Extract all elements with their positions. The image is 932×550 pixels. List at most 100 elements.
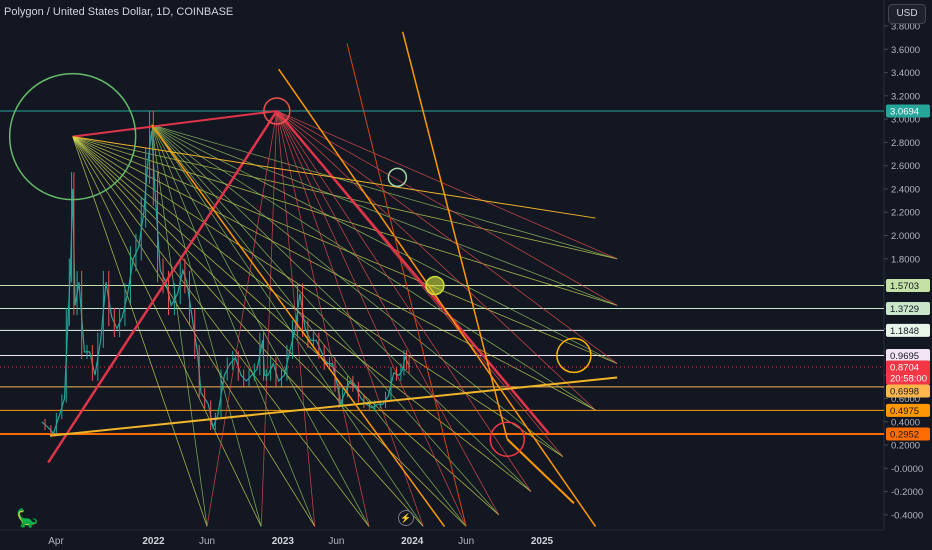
fan-line: [276, 110, 370, 527]
price-badge: [886, 323, 930, 337]
price-badge: [886, 279, 930, 293]
symbol-title[interactable]: Polygon / United States Dollar, 1D, COIN…: [4, 6, 234, 18]
x-tick-label: 2025: [531, 536, 554, 547]
y-tick-label: -0.0000: [891, 464, 923, 475]
y-tick-label: 2.6000: [891, 161, 920, 172]
currency-button[interactable]: USD: [888, 4, 926, 24]
fan-line: [206, 110, 278, 527]
price-badge: [886, 403, 930, 417]
price-badge-label: 3.0694: [890, 107, 919, 118]
x-tick-label: 2023: [272, 536, 295, 547]
price-badge-countdown: 20:58:00: [890, 374, 927, 385]
trend-line: [275, 110, 550, 435]
price-badge-label: 0.4975: [890, 406, 919, 417]
fan-line: [151, 124, 564, 457]
y-tick-label: 3.6000: [891, 45, 920, 56]
fan-line: [72, 136, 618, 260]
x-tick-label: Apr: [48, 536, 64, 547]
fan-line: [276, 110, 618, 364]
y-tick-label: 0.2000: [891, 441, 920, 452]
x-tick-label: Jun: [199, 536, 215, 547]
fan-line: [151, 124, 618, 306]
fan-line: [151, 124, 596, 411]
x-tick-label: 2022: [142, 536, 165, 547]
plot-area: [0, 0, 884, 530]
circle-annotation: [263, 97, 291, 125]
y-tick-label: 0.4000: [891, 417, 920, 428]
fan-line: [276, 110, 467, 527]
fan-line: [276, 110, 316, 527]
price-badge-label: 0.2952: [890, 429, 919, 440]
fan-line: [151, 124, 316, 527]
fan-line: [151, 124, 618, 260]
price-axis[interactable]: 3.8000 3.6000 3.4000 3.2000 3.0000 2.8000 2.60…: [884, 22, 923, 522]
trend-line: [72, 109, 277, 138]
price-badge-label: 1.5703: [890, 281, 919, 292]
time-axis[interactable]: Apr 2022 Jun 2023 Jun 2024 Jun 2025: [48, 536, 553, 547]
fan-line: [276, 110, 532, 492]
x-tick-label: Jun: [328, 536, 344, 547]
y-tick-label: 2.8000: [891, 138, 920, 149]
fan-line: [276, 110, 596, 411]
fan-line: [151, 124, 532, 492]
price-badge: [886, 427, 930, 441]
price-badge: [886, 104, 930, 118]
circle-annotations: [8, 72, 592, 457]
fan-line: [72, 136, 500, 516]
y-tick-label: 2.2000: [891, 208, 920, 219]
price-badge-label: 1.1848: [890, 326, 919, 337]
fan-line: [72, 136, 262, 527]
fan-line: [72, 136, 370, 527]
circle-annotation: [489, 421, 526, 457]
price-labels: 3.0694 1.5703 1.3729 1.1848 0.96950.870420:5…: [886, 104, 930, 441]
fan-line: [72, 136, 208, 527]
flash-icon[interactable]: ⚡: [398, 510, 414, 526]
trend-line: [47, 110, 278, 464]
trend-line: [151, 124, 446, 527]
trend-line: [506, 438, 575, 504]
fan-line: [72, 136, 532, 492]
fan-line: [276, 110, 424, 527]
x-tick-label: Jun: [458, 536, 474, 547]
trend-line: [278, 68, 597, 527]
circle-annotation: [425, 275, 445, 296]
fan-line: [151, 124, 424, 527]
y-tick-label: -0.4000: [891, 510, 923, 521]
fan-line: [276, 110, 500, 516]
fan-line: [72, 136, 618, 364]
y-tick-label: 1.8000: [891, 254, 920, 265]
fan-line: [260, 110, 278, 527]
fan-line: [72, 136, 424, 527]
trend-line: [49, 376, 618, 437]
circle-annotation: [8, 72, 137, 201]
price-badge-label: 0.8704: [890, 363, 919, 374]
circle-annotation: [387, 167, 408, 188]
price-badge: [886, 348, 930, 362]
y-tick-label: 3.8000: [891, 22, 920, 33]
trend-lines: [47, 31, 618, 527]
fan-line: [151, 124, 370, 527]
price-badge: [886, 302, 930, 316]
price-badge: [886, 360, 930, 385]
fan-line: [151, 124, 500, 516]
price-badge: [886, 384, 930, 398]
y-tick-label: 0.6000: [891, 394, 920, 405]
x-tick-label: 2024: [401, 536, 424, 547]
fan-line: [151, 124, 467, 527]
price-badge-label: 1.3729: [890, 304, 919, 315]
y-tick-label: 3.2000: [891, 91, 920, 102]
trend-line: [346, 43, 467, 527]
y-tick-label: -0.2000: [891, 487, 923, 498]
price-badge-label: 0.9695: [890, 351, 919, 362]
trend-line: [72, 136, 596, 219]
y-tick-label: 3.0000: [891, 115, 920, 126]
fan-line: [276, 110, 618, 306]
trend-line: [401, 31, 508, 440]
circle-annotation: [556, 337, 592, 374]
fan-lines: [72, 110, 618, 527]
y-tick-label: 2.4000: [891, 184, 920, 195]
y-tick-label: 3.4000: [891, 68, 920, 79]
tradingview-logo-icon[interactable]: 🦕: [16, 508, 39, 528]
price-badge-label: 0.6998: [890, 387, 919, 398]
